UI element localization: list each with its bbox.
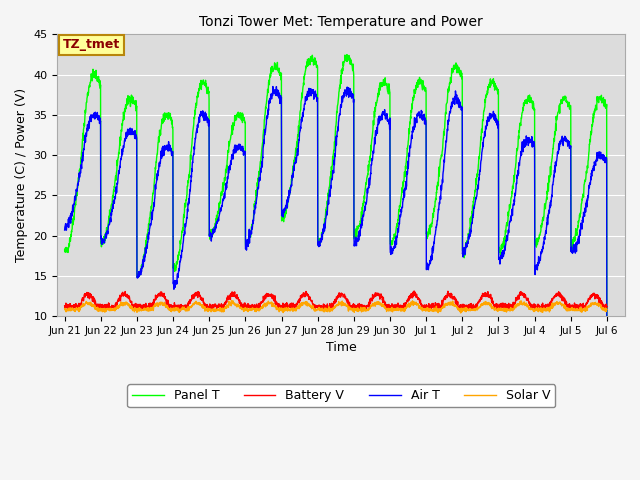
Line: Solar V: Solar V [65, 300, 607, 313]
Solar V [228, 298, 236, 303]
Solar V [494, 308, 502, 314]
Air T [269, 84, 276, 89]
Battery V [494, 304, 502, 310]
Panel T [343, 52, 351, 58]
Solar V [603, 307, 611, 312]
Line: Battery V: Battery V [65, 291, 607, 311]
Solar V [351, 307, 359, 313]
Panel T [493, 86, 501, 92]
Air T [556, 140, 563, 146]
Battery V [571, 300, 579, 306]
Panel T [351, 230, 359, 236]
Panel T [212, 218, 220, 224]
Battery V [61, 303, 68, 309]
Air T [493, 120, 501, 126]
Battery V [212, 302, 220, 308]
Battery V [556, 293, 563, 299]
Text: TZ_tmet: TZ_tmet [63, 38, 120, 51]
Air T [364, 186, 371, 192]
Solar V [364, 307, 371, 312]
Air T [570, 247, 578, 252]
Title: Tonzi Tower Met: Temperature and Power: Tonzi Tower Met: Temperature and Power [199, 15, 483, 29]
Panel T [570, 238, 578, 244]
Line: Panel T: Panel T [65, 55, 607, 395]
Air T [61, 227, 68, 233]
Line: Air T: Air T [65, 86, 607, 397]
Panel T [61, 247, 68, 253]
Legend: Panel T, Battery V, Air T, Solar V: Panel T, Battery V, Air T, Solar V [127, 384, 555, 407]
X-axis label: Time: Time [326, 341, 356, 354]
Air T [603, 395, 611, 400]
Battery V [351, 303, 359, 309]
Air T [351, 238, 359, 243]
Panel T [603, 392, 611, 398]
Panel T [556, 102, 563, 108]
Y-axis label: Temperature (C) / Power (V): Temperature (C) / Power (V) [15, 88, 28, 262]
Solar V [457, 310, 465, 316]
Solar V [556, 300, 563, 306]
Solar V [212, 307, 220, 313]
Battery V [603, 304, 611, 310]
Battery V [410, 288, 418, 294]
Panel T [364, 173, 371, 179]
Battery V [364, 303, 371, 309]
Battery V [176, 308, 184, 314]
Solar V [61, 306, 68, 312]
Air T [212, 221, 220, 227]
Solar V [571, 305, 579, 311]
